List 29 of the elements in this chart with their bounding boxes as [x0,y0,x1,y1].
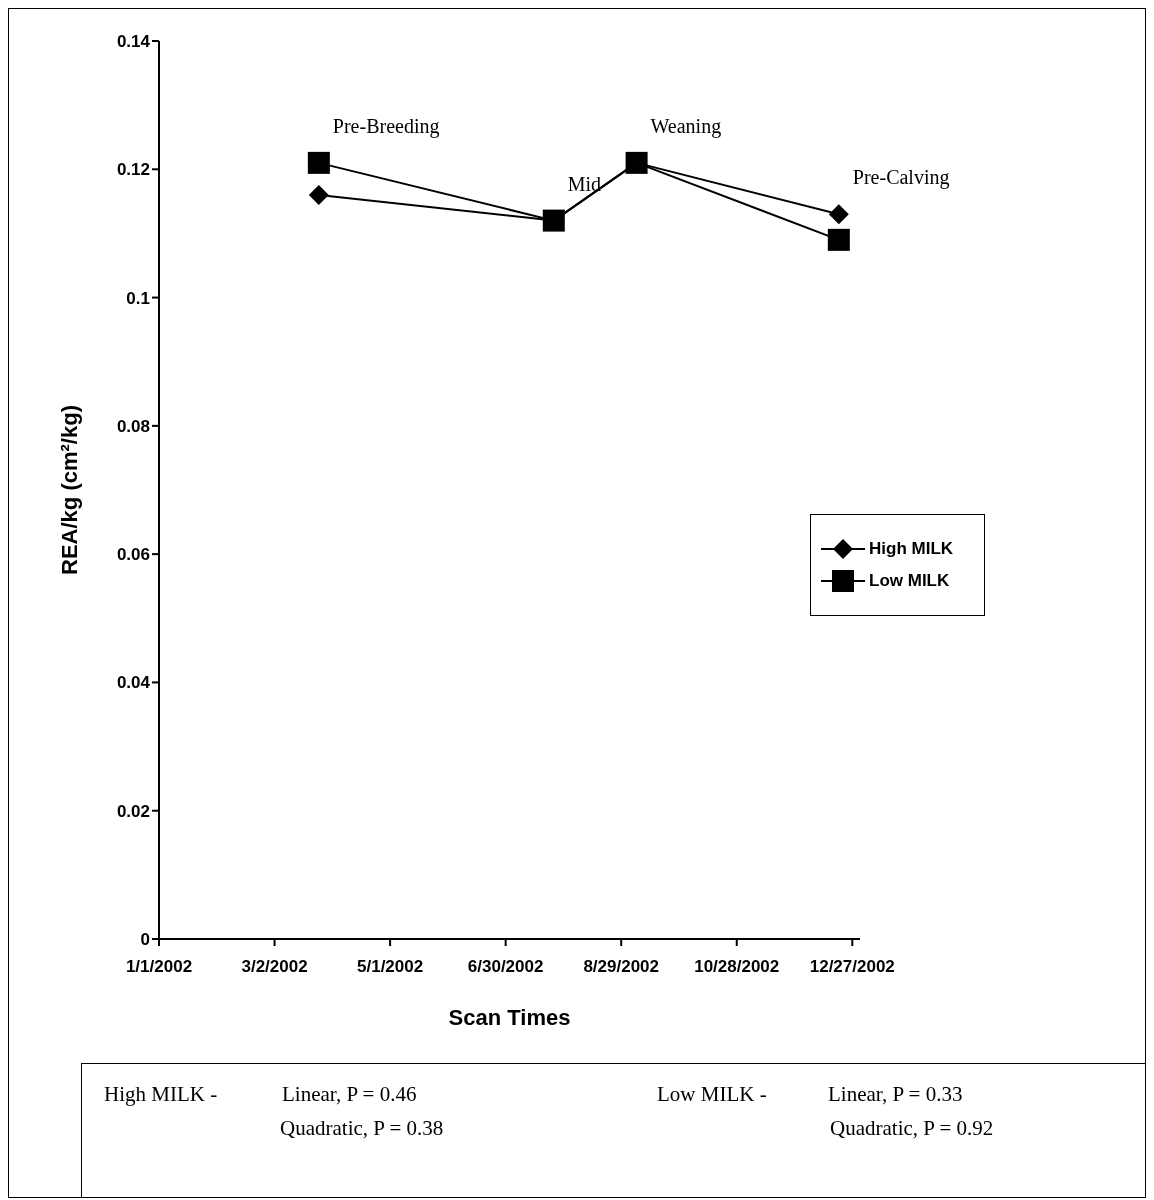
y-tick-label: 0.08 [116,416,150,436]
x-axis-title: Scan Times [448,1005,571,1030]
legend-label: High MILK [869,539,954,559]
annotation: Pre-Breeding [332,114,440,138]
x-tick-label: 1/1/2002 [125,957,193,977]
y-tick-label: 0.06 [116,545,150,565]
y-tick-label: 0.12 [116,160,150,180]
annotation: Mid [567,172,602,195]
annotation: Weaning [650,114,722,138]
text: Quadratic, P = 0.38 [280,1116,444,1141]
text: High MILK - [104,1082,218,1107]
text: Low MILK - [657,1082,767,1107]
x-tick-label: 6/30/2002 [467,957,544,977]
x-tick-label: 3/2/2002 [241,957,308,977]
y-tick-label: 0.02 [116,801,150,821]
y-axis-title: REA/kg (cm²/kg) [56,405,82,575]
text: Linear, P = 0.33 [828,1082,963,1107]
x-tick-label: 5/1/2002 [357,957,424,977]
x-tick-label: 8/29/2002 [583,957,660,977]
y-tick-label: 0 [140,930,150,950]
text: Quadratic, P = 0.92 [830,1116,994,1141]
y-tick-label: 0.14 [116,32,151,52]
x-tick-label: 10/28/2002 [694,957,780,977]
text: Linear, P = 0.46 [282,1082,417,1107]
annotation: Pre-Calving [852,166,950,190]
y-tick-label: 0.04 [116,673,151,693]
y-tick-label: 0.1 [126,288,150,308]
x-tick-label: 12/27/2002 [809,957,895,977]
legend-label: Low MILK [869,571,950,591]
